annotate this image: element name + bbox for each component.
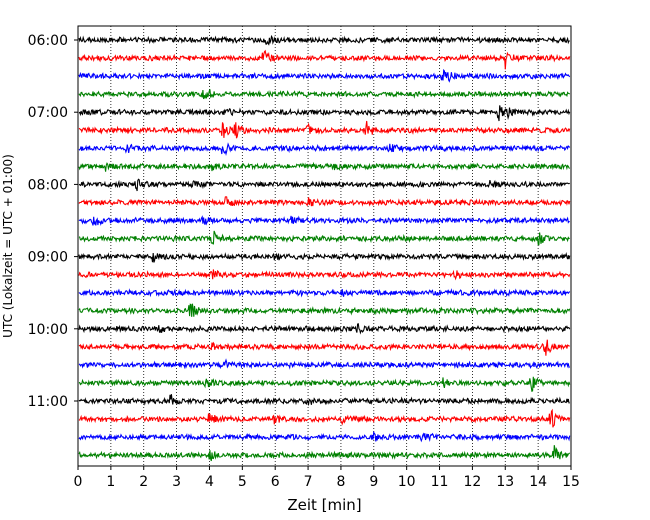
- trace-line: [78, 303, 571, 317]
- plot-frame: [77, 25, 572, 467]
- x-axis-ticks: 0 1 2 3 4 5 6 7 8 9 10 11 12 13 14 15: [74, 466, 580, 490]
- trace-line: [78, 430, 571, 443]
- trace-line: [78, 394, 570, 407]
- trace-line: [78, 323, 571, 335]
- y-tick-label: 11:00: [28, 394, 68, 410]
- trace-line: [78, 215, 570, 226]
- x-tick-label: 0: [74, 474, 83, 490]
- x-tick-label: 7: [304, 474, 313, 490]
- x-tick-label: 9: [369, 474, 378, 490]
- trace-line: [78, 142, 571, 157]
- x-tick-label: 10: [398, 474, 416, 490]
- x-tick-label: 2: [139, 474, 148, 490]
- x-tick-label: 3: [172, 474, 181, 490]
- trace-line: [78, 376, 571, 392]
- vertical-gridlines: [110, 26, 539, 466]
- trace-line: [78, 339, 570, 356]
- trace-line: [78, 230, 570, 246]
- trace-line: [78, 105, 571, 122]
- x-tick-label: 4: [205, 474, 214, 490]
- trace-line: [78, 49, 571, 70]
- y-tick-label: 06:00: [28, 33, 68, 49]
- trace-line: [78, 288, 571, 298]
- x-tick-label: 6: [271, 474, 280, 490]
- trace-line: [78, 445, 571, 462]
- y-tick-label: 09:00: [28, 250, 68, 266]
- trace-line: [78, 252, 571, 263]
- y-axis-label: UTC (Lokalzeit = UTC + 01:00): [1, 154, 15, 338]
- trace-line: [78, 408, 571, 428]
- trace-line: [78, 178, 571, 192]
- x-axis-label: Zeit [min]: [287, 496, 361, 514]
- trace-line: [78, 34, 570, 46]
- y-tick-label: 07:00: [28, 105, 68, 121]
- y-tick-label: 10:00: [28, 322, 68, 338]
- y-tick-label: 08:00: [28, 177, 68, 193]
- trace-line: [78, 68, 571, 83]
- x-tick-label: 14: [529, 474, 547, 490]
- trace-line: [78, 120, 571, 139]
- x-tick-label: 11: [431, 474, 449, 490]
- x-tick-label: 15: [562, 474, 580, 490]
- x-tick-label: 13: [496, 474, 514, 490]
- x-tick-label: 5: [238, 474, 247, 490]
- trace-line: [78, 358, 571, 370]
- x-tick-label: 8: [336, 474, 345, 490]
- y-axis-ticks: 06:00 07:00 08:00 09:00 10:00 11:00: [28, 33, 78, 410]
- x-tick-label: 12: [463, 474, 481, 490]
- trace-line: [78, 269, 571, 281]
- trace-line: [78, 89, 571, 100]
- seismic-traces: [78, 34, 571, 462]
- trace-line: [78, 196, 571, 207]
- x-tick-label: 1: [106, 474, 115, 490]
- trace-line: [78, 161, 571, 172]
